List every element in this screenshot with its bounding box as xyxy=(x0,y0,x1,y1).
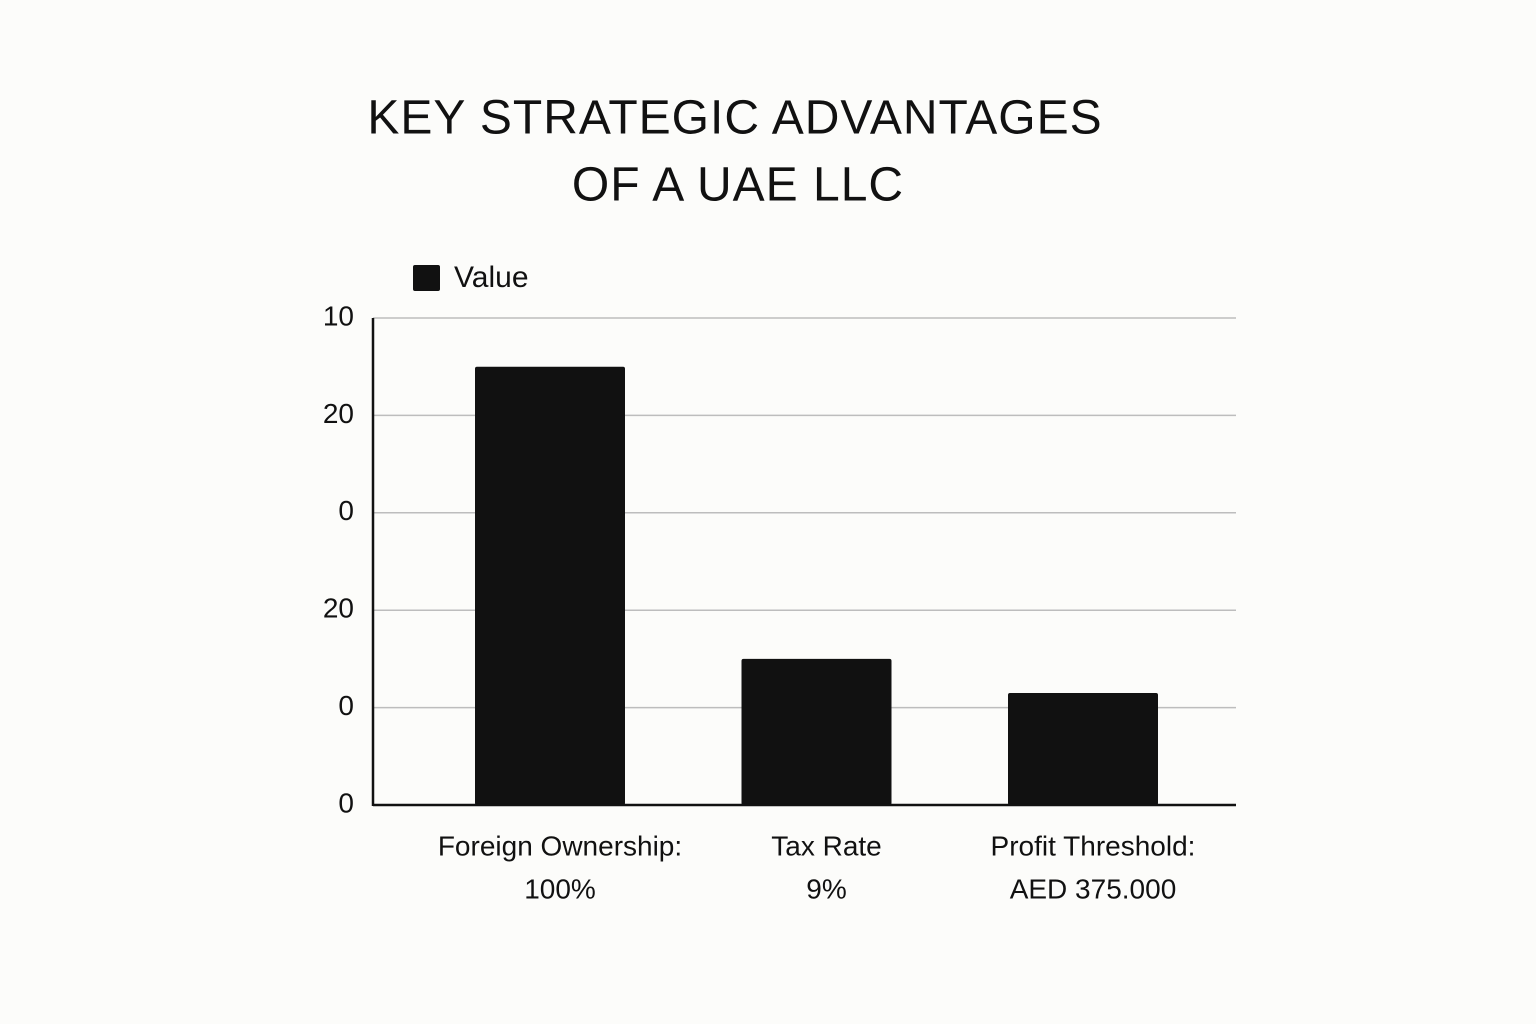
x-tick-label: AED 375.000 xyxy=(1010,873,1177,904)
bar xyxy=(475,366,625,805)
y-tick-label: 0 xyxy=(338,495,354,526)
x-tick-label: 100% xyxy=(524,873,596,904)
x-tick-label: Tax Rate xyxy=(771,830,882,861)
y-tick-label: 20 xyxy=(323,398,354,429)
chart-title: KEY STRATEGIC ADVANTAGES xyxy=(367,92,1102,145)
x-tick-label: Profit Threshold: xyxy=(991,830,1196,861)
y-tick-label: 0 xyxy=(338,787,354,818)
y-tick-label: 20 xyxy=(323,593,354,624)
y-tick-label: 10 xyxy=(323,300,354,331)
legend-label: Value xyxy=(454,261,529,294)
legend-swatch xyxy=(413,265,440,291)
x-tick-label: 9% xyxy=(806,873,846,904)
chart-title: OF A UAE LLC xyxy=(572,159,904,212)
bar xyxy=(741,658,892,805)
bar xyxy=(1008,692,1158,805)
y-tick-label: 0 xyxy=(338,690,354,721)
x-tick-label: Foreign Ownership: xyxy=(438,830,682,861)
